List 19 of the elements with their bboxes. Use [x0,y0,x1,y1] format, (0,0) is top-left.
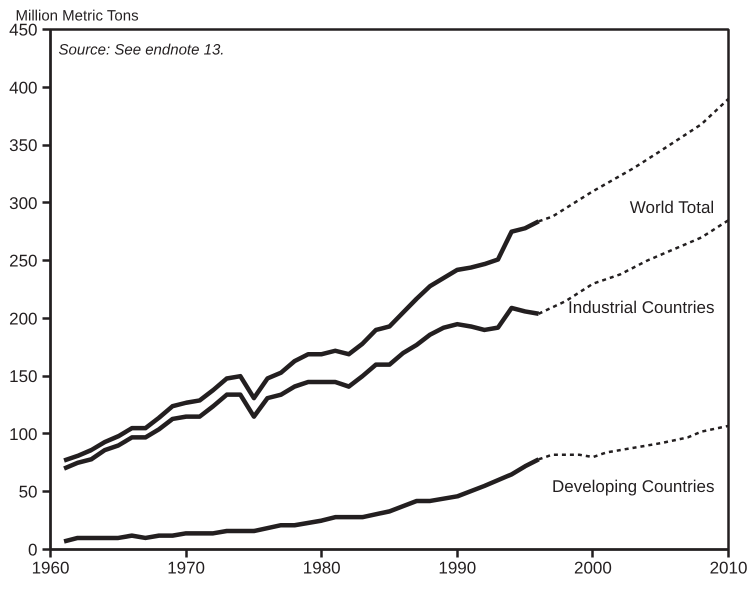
y-tick-label: 350 [9,136,38,156]
series-label: Industrial Countries [568,298,715,318]
x-tick-label: 1960 [32,558,70,578]
y-tick-label: 100 [9,424,38,444]
y-tick-label: 300 [9,194,38,213]
x-tick-label: 2000 [574,558,612,578]
y-tick-label: 150 [9,367,38,386]
text: World Total [630,198,714,217]
y-tick-label: 400 [9,78,38,98]
annotation: Source: See endnote 13. [58,42,224,58]
x-tick-label: 1980 [302,558,341,578]
y-tick-label: 50 [18,482,38,502]
y-tick-label: 250 [9,252,38,271]
x-tick-label: 1990 [438,558,476,578]
series-label: Developing Countries [552,476,715,496]
x-tick-label: 1970 [167,558,206,578]
y-tick-label: 200 [9,309,38,328]
y-tick-label: 0 [28,540,38,560]
x-tick-label: 2010 [710,558,748,578]
